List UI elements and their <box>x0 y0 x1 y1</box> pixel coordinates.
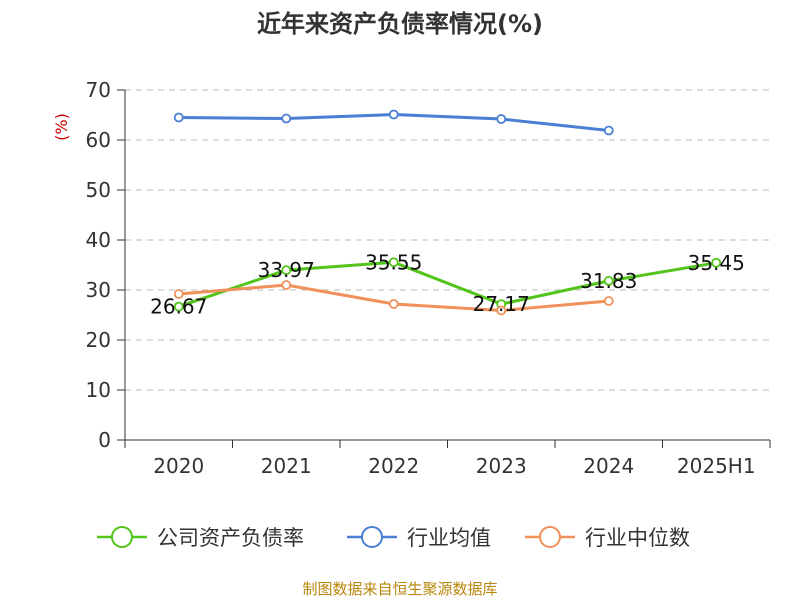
series-lines <box>173 109 722 316</box>
legend-marker <box>539 526 561 548</box>
legend-marker <box>111 526 133 548</box>
data-point <box>173 112 184 123</box>
data-label: 26.67 <box>150 295 207 319</box>
data-point <box>173 289 184 299</box>
data-point <box>173 301 184 312</box>
chart-title: 近年来资产负债率情况(%) <box>257 10 543 38</box>
y-tick-label: 50 <box>86 178 111 202</box>
x-tick-label: 2023 <box>476 454 527 478</box>
y-tick-label: 40 <box>86 228 111 252</box>
y-tick-label: 0 <box>98 428 111 452</box>
data-point <box>603 125 614 136</box>
y-tick-label: 20 <box>86 328 111 352</box>
x-tick-label: 2025H1 <box>677 454 756 478</box>
x-tick-label: 2021 <box>261 454 312 478</box>
data-point <box>603 275 614 286</box>
legend-label: 行业中位数 <box>585 526 690 550</box>
data-point <box>388 299 399 309</box>
data-point <box>711 257 722 268</box>
data-point <box>281 280 292 290</box>
data-label: 27.17 <box>473 292 530 316</box>
data-point <box>496 114 507 124</box>
data-point <box>281 113 292 124</box>
legend-marker <box>361 526 383 548</box>
x-tick-label: 2024 <box>583 454 634 478</box>
y-tick-label: 10 <box>86 378 111 402</box>
legend-label: 公司资产负债率 <box>157 526 304 550</box>
data-label: 35.45 <box>688 251 745 275</box>
grid <box>125 89 770 391</box>
data-labels: 26.67 33.97 35.55 27.17 31.83 35.45 <box>150 250 745 318</box>
y-tick-label: 30 <box>86 278 111 302</box>
data-point <box>603 296 614 306</box>
legend-label: 行业均值 <box>407 526 491 550</box>
axes: 0 10 20 30 40 50 60 70 2020 2021 2022 2023 2024 2025H… <box>86 78 771 478</box>
data-point <box>281 265 292 276</box>
data-label: 33.97 <box>258 258 315 282</box>
data-label: 35.55 <box>365 250 422 274</box>
source-note: 制图数据来自恒生聚源数据库 <box>302 580 497 598</box>
data-point <box>388 257 399 268</box>
data-point <box>496 305 507 316</box>
legend: 公司资产负债率 行业均值 行业中位数 <box>97 526 690 550</box>
data-label: 31.83 <box>580 269 637 293</box>
y-tick-label: 70 <box>86 78 111 102</box>
x-tick-label: 2020 <box>153 454 204 478</box>
x-tick-label: 2022 <box>368 454 419 478</box>
data-point <box>388 109 399 120</box>
y-tick-label: 60 <box>86 128 111 152</box>
y-axis-label: (%) <box>52 113 71 141</box>
series-line-1 <box>178 260 717 309</box>
